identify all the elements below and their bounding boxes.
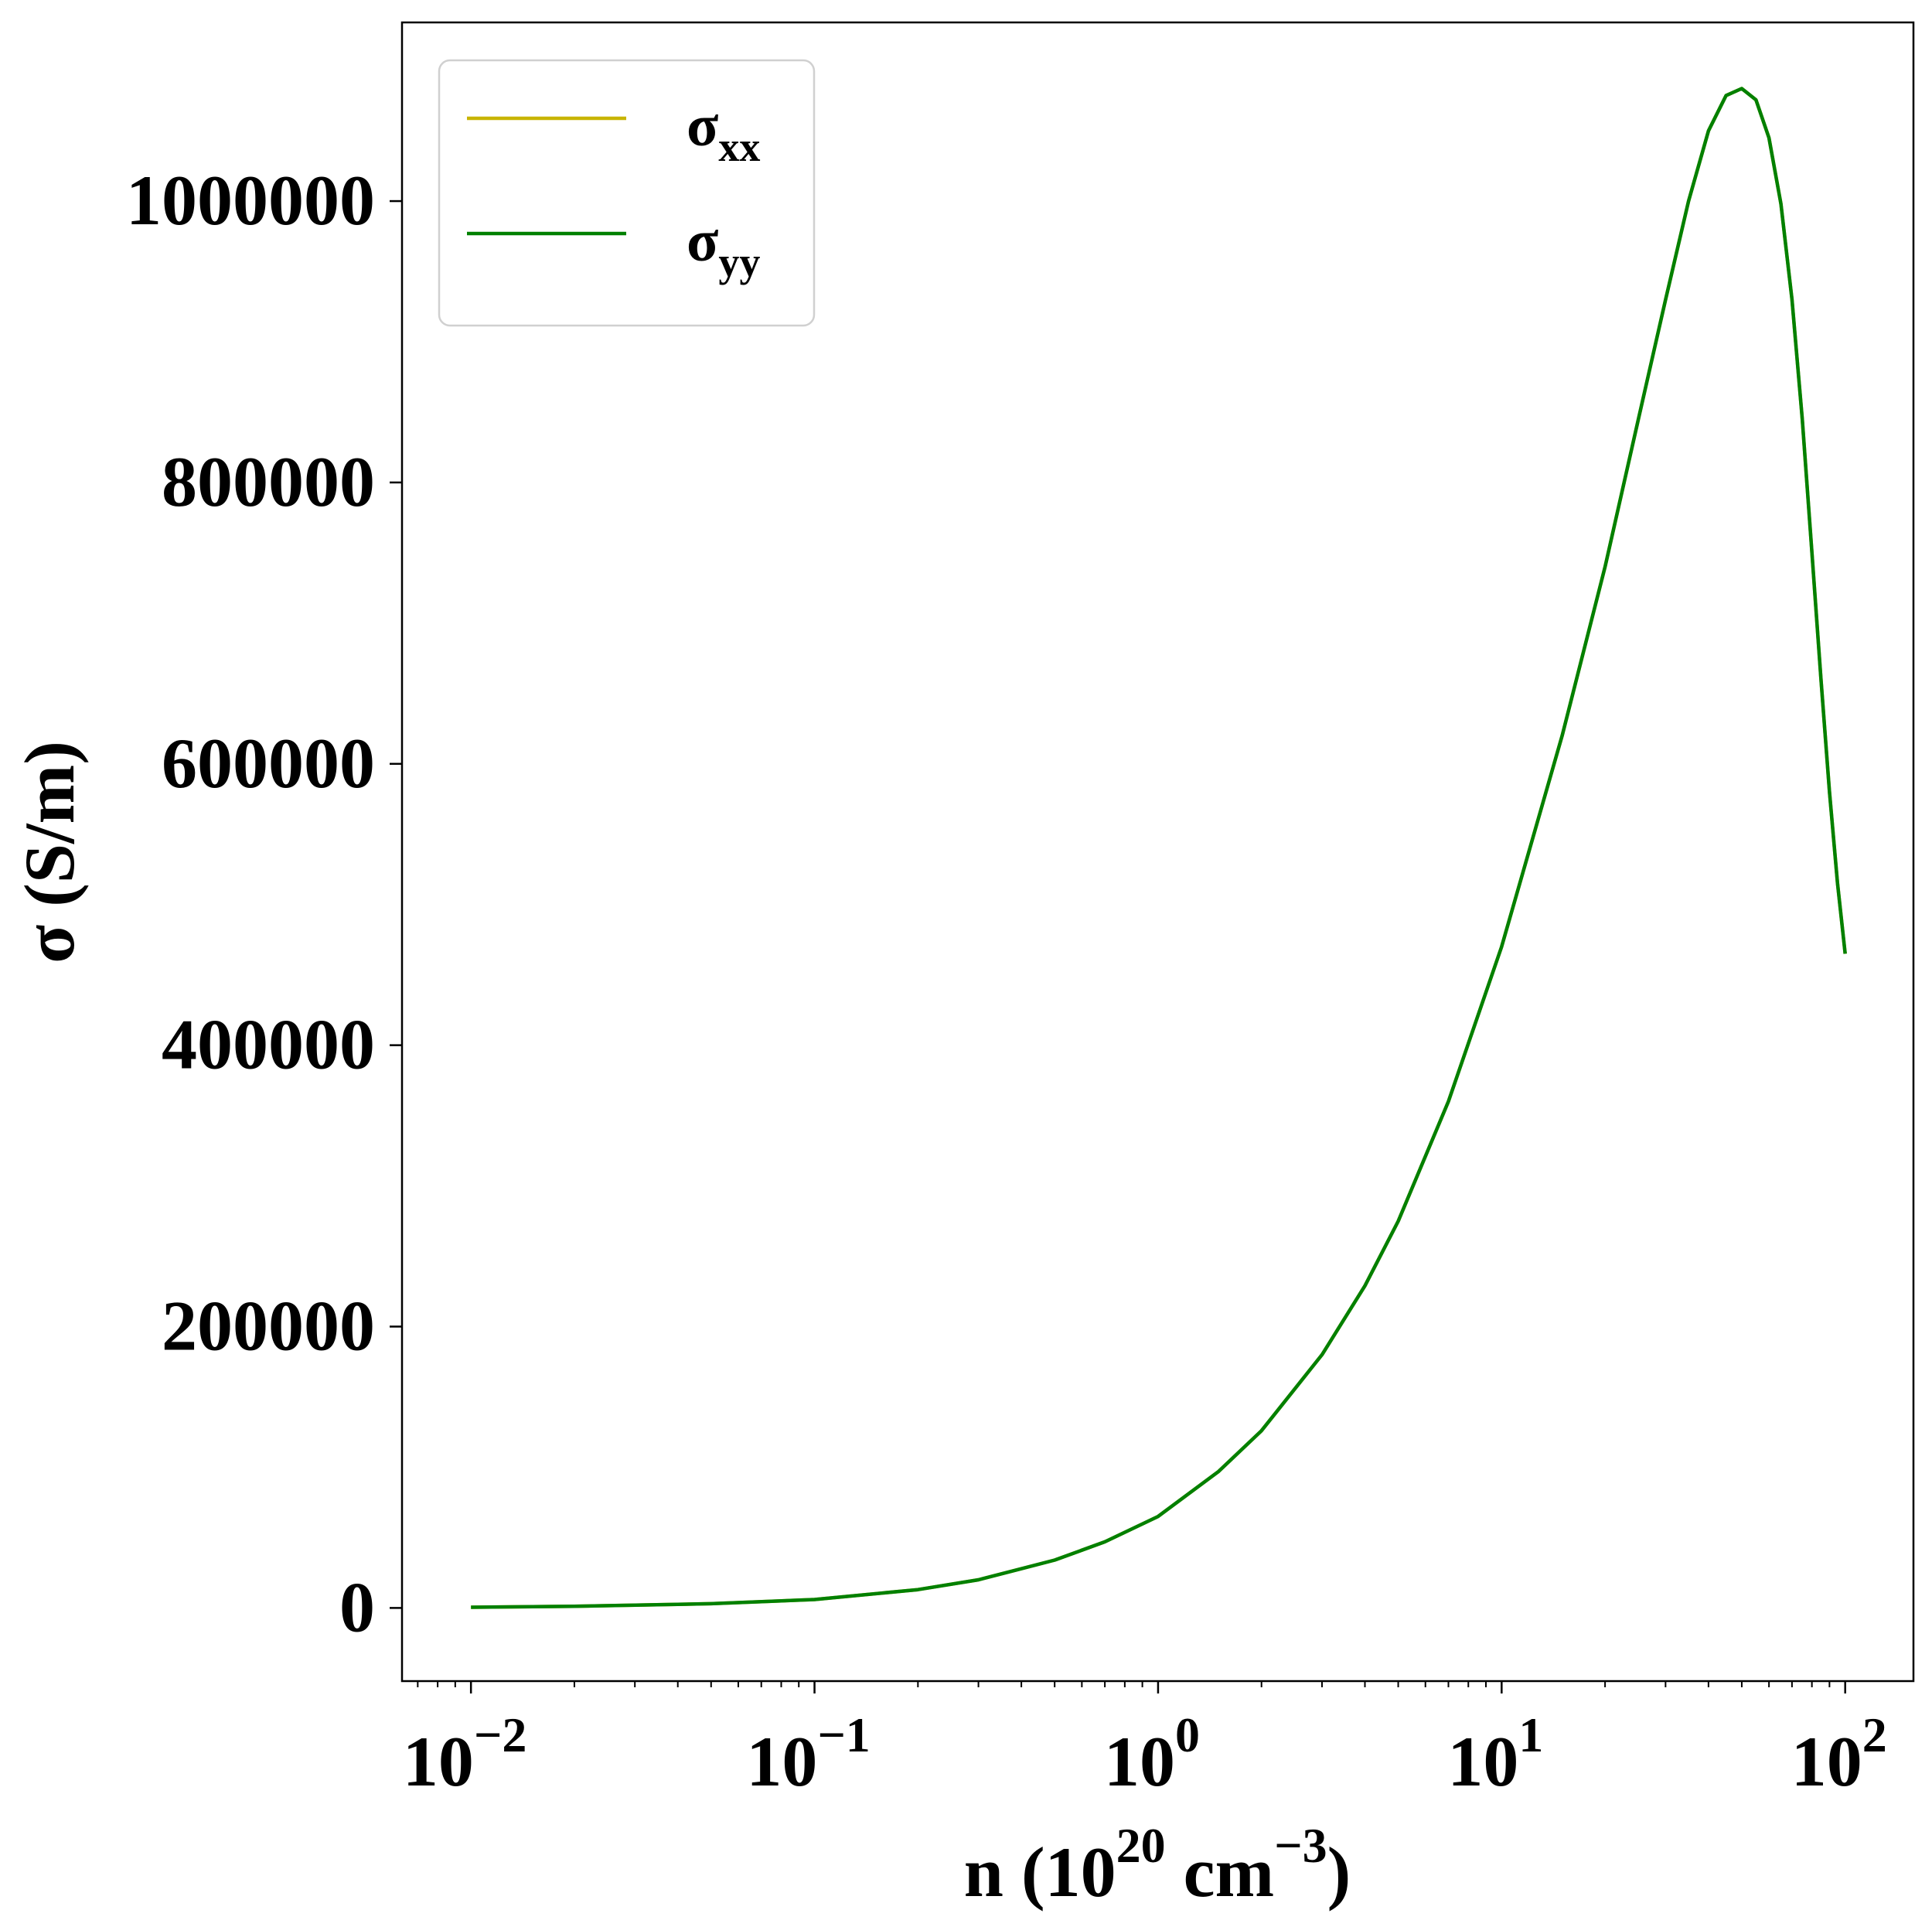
x-tick-label: 102 bbox=[1791, 1707, 1887, 1801]
legend-label-sigma-yy: σyy bbox=[687, 209, 760, 285]
y-tick-label: 200000 bbox=[162, 1287, 375, 1366]
legend-frame bbox=[438, 59, 816, 327]
x-axis: 10−2 10−1 100 101 102 bbox=[403, 1681, 1887, 1801]
x-tick-label: 10−2 bbox=[403, 1707, 526, 1801]
y-tick-label: 0 bbox=[339, 1567, 375, 1646]
y-tick-label: 600000 bbox=[162, 724, 375, 803]
y-axis-label: σ (S/m) bbox=[10, 741, 89, 964]
y-tick-label: 1000000 bbox=[126, 161, 375, 240]
x-axis-label: n (1020 cm−3) bbox=[964, 1818, 1351, 1912]
x-tick-label: 100 bbox=[1104, 1707, 1200, 1801]
y-tick-label: 800000 bbox=[162, 442, 375, 521]
x-tick-label: 101 bbox=[1447, 1707, 1543, 1801]
legend-label-sigma-xx: σxx bbox=[687, 94, 760, 170]
series-layer bbox=[471, 87, 1847, 1609]
x-tick-label: 10−1 bbox=[746, 1707, 870, 1801]
series-line-sigma-yy bbox=[471, 87, 1847, 1609]
y-tick-label: 400000 bbox=[162, 1005, 375, 1084]
y-axis: 0 200000 400000 600000 800000 1000000 bbox=[126, 161, 402, 1646]
legend: σxx σyy bbox=[438, 59, 816, 327]
